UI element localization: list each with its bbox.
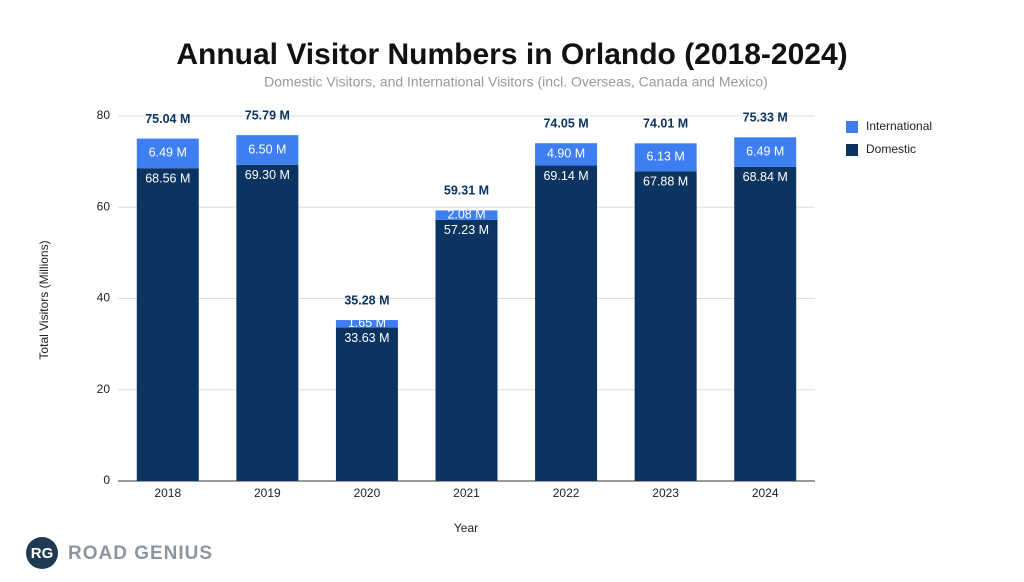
x-tick-label: 2018 [154, 486, 181, 500]
legend-label: Domestic [866, 142, 916, 156]
x-tick-label: 2022 [553, 486, 580, 500]
total-label: 75.79 M [245, 109, 290, 123]
legend-swatch [846, 144, 858, 156]
logo-badge-text: RG [31, 545, 54, 562]
x-tick-label: 2024 [752, 486, 779, 500]
bar-segment [335, 320, 398, 328]
x-tick-label: 2023 [652, 486, 679, 500]
bar-segment [535, 143, 598, 166]
legend-swatch [846, 121, 858, 133]
x-tick-label: 2021 [453, 486, 480, 500]
y-tick-label: 60 [97, 199, 111, 213]
bar-segment [236, 135, 299, 165]
value-label: 69.30 M [245, 168, 290, 182]
y-tick-label: 20 [97, 382, 111, 396]
total-label: 59.31 M [444, 184, 489, 198]
y-tick-label: 80 [97, 108, 111, 122]
bar-segment [435, 210, 498, 220]
bar-segment [335, 327, 398, 481]
value-label: 68.56 M [145, 171, 190, 185]
value-label: 69.14 M [543, 169, 588, 183]
value-label: 4.90 M [547, 147, 585, 161]
y-tick-label: 0 [103, 473, 110, 487]
value-label: 6.13 M [647, 150, 685, 164]
value-label: 68.84 M [743, 170, 788, 184]
total-label: 74.05 M [543, 116, 588, 130]
bar-segment [634, 171, 697, 482]
bar-segment [535, 165, 598, 481]
value-label: 6.50 M [248, 142, 286, 156]
x-tick-label: 2019 [254, 486, 281, 500]
bar-segment [136, 138, 199, 169]
value-label: 2.08 M [447, 207, 485, 221]
bar-segment [734, 166, 797, 482]
chart-title: Annual Visitor Numbers in Orlando (2018-… [176, 38, 847, 71]
total-label: 75.04 M [145, 112, 190, 126]
bar-segment [734, 137, 797, 167]
value-label: 1.65 M [348, 316, 386, 330]
legend-label: International [866, 119, 932, 133]
value-label: 67.88 M [643, 175, 688, 189]
chart-subtitle: Domestic Visitors, and International Vis… [264, 74, 768, 90]
total-label: 75.33 M [743, 111, 788, 125]
total-label: 74.01 M [643, 117, 688, 131]
y-tick-label: 40 [97, 291, 111, 305]
logo-name: ROAD GENIUS [68, 543, 213, 564]
logo-badge [26, 537, 58, 569]
x-axis-label: Year [454, 521, 478, 535]
value-label: 57.23 M [444, 223, 489, 237]
value-label: 33.63 M [344, 331, 389, 345]
bar-segment [435, 219, 498, 481]
x-tick-label: 2020 [354, 486, 381, 500]
bar-segment [634, 143, 697, 172]
total-label: 35.28 M [344, 293, 389, 307]
bar-segment [236, 164, 299, 481]
value-label: 6.49 M [149, 146, 187, 160]
y-axis-label: Total Visitors (Millions) [37, 240, 51, 359]
bar-segment [136, 168, 199, 481]
value-label: 6.49 M [746, 144, 784, 158]
